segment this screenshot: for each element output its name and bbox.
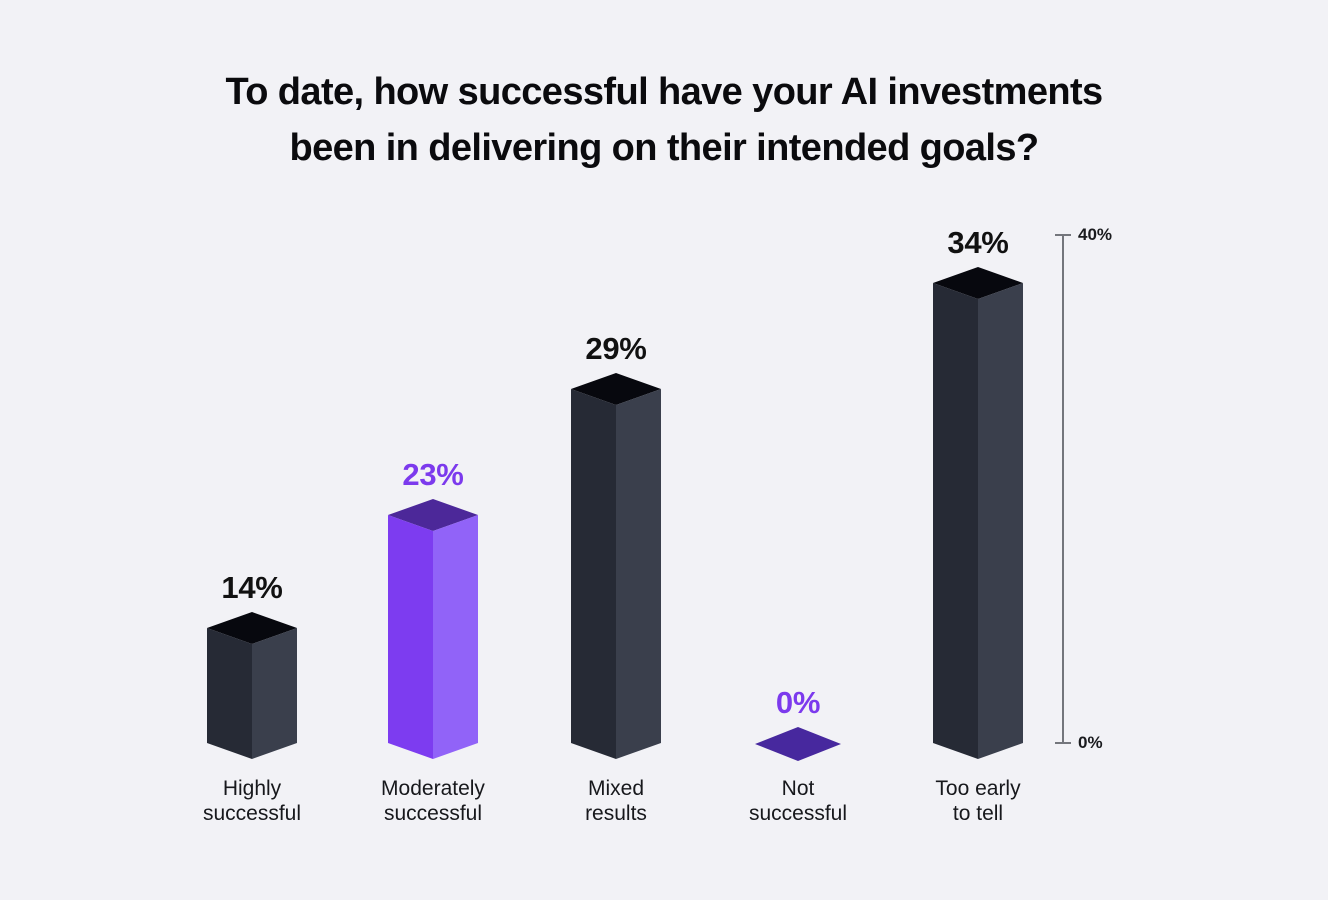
bar-value-label-too-early-to-tell: 34%	[947, 225, 1009, 260]
bar-category-label-too-early-to-tell: Too early to tell	[888, 776, 1068, 826]
bar-column-4	[933, 267, 1023, 759]
category-line: results	[585, 802, 647, 825]
category-line: Moderately	[381, 777, 485, 800]
bar-left-face	[933, 283, 978, 759]
chart-title-line2: been in delivering on their intended goa…	[289, 127, 1039, 169]
bar-value-label-mixed-results: 29%	[585, 331, 647, 366]
bar-category-label-moderately-successful: Moderately successful	[343, 776, 523, 826]
bar-left-face	[207, 628, 252, 759]
y-axis-bottom-tick	[1055, 742, 1071, 744]
bar-column-1	[388, 499, 478, 759]
bar-category-label-mixed-results: Mixed results	[526, 776, 706, 826]
bar-column-2	[571, 373, 661, 759]
y-axis-top-tick	[1055, 234, 1071, 236]
bar-column-0	[207, 612, 297, 759]
bar-right-face	[252, 628, 297, 759]
zero-value-diamond	[755, 727, 841, 761]
bar-category-label-not-successful: Not successful	[708, 776, 888, 826]
category-line: Too early	[935, 777, 1021, 800]
category-line: successful	[748, 802, 848, 825]
bar-right-face	[433, 515, 478, 759]
bar-right-face	[616, 389, 661, 759]
bar-column-3	[755, 727, 841, 761]
category-line: Mixed	[587, 777, 645, 800]
bar-right-face	[978, 283, 1023, 759]
bar-left-face	[388, 515, 433, 759]
bar-left-face	[571, 389, 616, 759]
chart-title-line1: To date, how successful have your AI inv…	[225, 71, 1103, 113]
category-line: Not	[781, 777, 815, 800]
category-line: successful	[383, 802, 483, 825]
category-line: to tell	[952, 802, 1004, 825]
bar-value-label-moderately-successful: 23%	[402, 457, 464, 492]
category-line: successful	[202, 802, 302, 825]
y-axis-line	[1062, 235, 1064, 743]
bar-value-label-not-successful: 0%	[775, 685, 821, 720]
y-axis-max-label: 40%	[1078, 225, 1113, 244]
category-line: Highly	[222, 777, 282, 800]
chart-title: To date, how successful have your AI inv…	[0, 64, 1328, 176]
y-axis-min-label: 0%	[1078, 733, 1103, 752]
bar-value-label-highly-successful: 14%	[221, 570, 283, 605]
bar-category-label-highly-successful: Highly successful	[162, 776, 342, 826]
